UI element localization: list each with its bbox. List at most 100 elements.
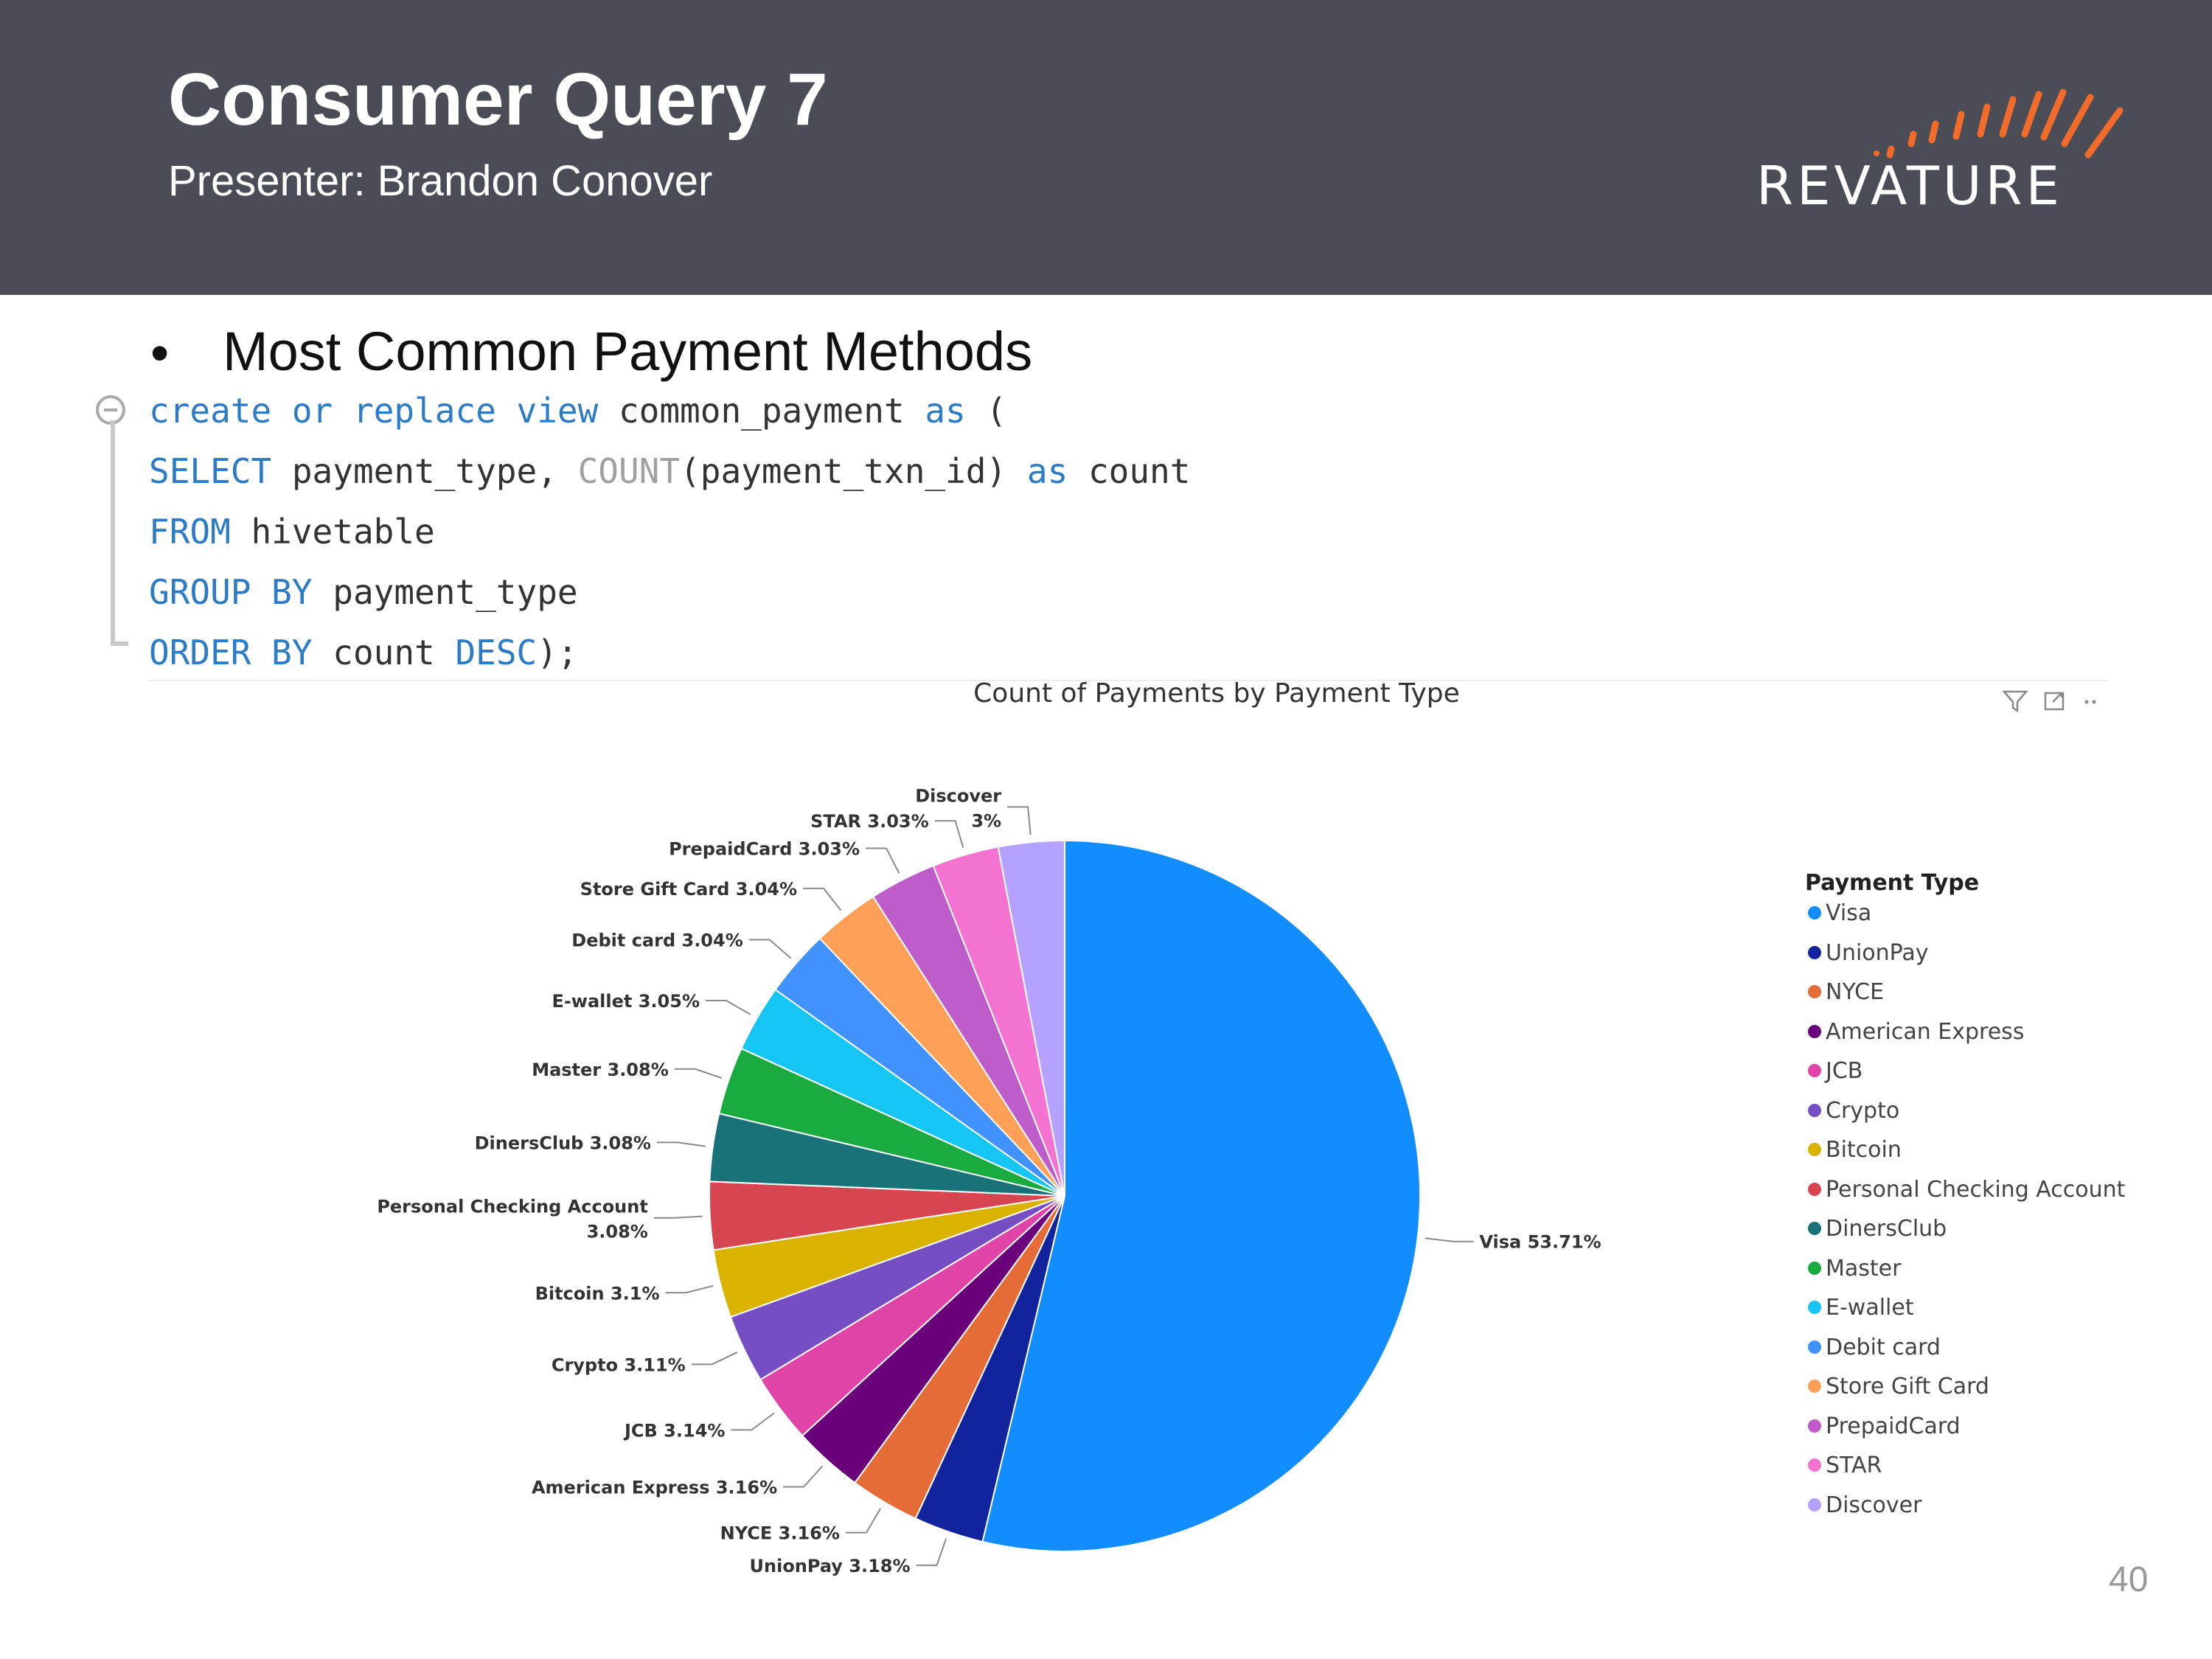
legend-item[interactable]: Crypto	[1805, 1098, 1979, 1138]
leader-line	[656, 1141, 706, 1147]
data-label: NYCE 3.16%	[720, 1523, 840, 1544]
chart-separator	[147, 680, 2109, 681]
data-label: JCB 3.14%	[623, 1420, 725, 1441]
code-identifier: count	[312, 633, 456, 672]
legend-dot-icon	[1808, 1340, 1821, 1354]
legend-dot-icon	[1808, 1064, 1821, 1077]
leader-line	[1007, 806, 1032, 835]
leader-line	[1425, 1237, 1474, 1242]
legend-dot-icon	[1808, 1103, 1821, 1117]
legend-label: JCB	[1826, 1058, 1863, 1084]
data-label: STAR 3.03%	[810, 811, 928, 832]
logo-rays-icon	[1874, 88, 2124, 159]
code-identifier: payment_type	[312, 572, 578, 612]
bullet-heading: Most Common Payment Methods	[223, 321, 1033, 382]
legend-item[interactable]: STAR	[1805, 1453, 1979, 1492]
chart-title: Count of Payments by Payment Type	[973, 678, 1460, 709]
code-identifier: payment_type,	[271, 451, 578, 491]
legend-label: Discover	[1826, 1492, 1922, 1518]
legend-item[interactable]: Bitcoin	[1805, 1137, 1979, 1177]
code-keyword: FROM	[149, 512, 231, 552]
data-label: PrepaidCard 3.03%	[669, 838, 860, 859]
legend-item[interactable]: American Express	[1805, 1019, 2024, 1059]
filter-icon[interactable]	[2002, 690, 2028, 713]
leader-line	[916, 1538, 947, 1566]
code-keyword: GROUP BY	[149, 572, 313, 612]
code-function: COUNT	[577, 451, 681, 491]
code-line-5: ORDER BY count DESC);	[149, 633, 578, 672]
legend-dot-icon	[1808, 1301, 1821, 1314]
code-identifier: hivetable	[230, 512, 435, 552]
data-label: Personal Checking Account 3.08%	[377, 1197, 648, 1242]
legend-item[interactable]: E-wallet	[1805, 1295, 1979, 1335]
legend-items: Visa UnionPay NYCE American Express JCB Crypt…	[1805, 900, 2125, 1532]
logo-text: REVATURE	[1756, 155, 2064, 217]
chart-legend: Payment Type Visa UnionPay NYCE American Ex…	[1805, 870, 2125, 1532]
code-line-4: GROUP BY payment_type	[149, 572, 578, 612]
code-keyword: ORDER BY	[149, 633, 313, 672]
leader-line	[691, 1352, 738, 1366]
code-keyword: create or replace view	[149, 391, 599, 431]
code-fold-gutter-end	[111, 641, 128, 646]
data-label: DinersClub 3.08%	[475, 1133, 651, 1153]
legend-item[interactable]: NYCE	[1805, 979, 1979, 1019]
code-keyword: SELECT	[149, 451, 272, 491]
code-keyword: DESC	[455, 633, 538, 672]
legend-label: PrepaidCard	[1826, 1413, 1961, 1439]
legend-item[interactable]: Discover	[1805, 1492, 1979, 1532]
legend-item[interactable]: Visa	[1805, 900, 1979, 940]
bullet-dot: •	[150, 324, 170, 383]
data-label: Visa 53.71%	[1479, 1232, 1601, 1253]
legend-label: Personal Checking Account	[1826, 1176, 2126, 1203]
data-label: Discover 3%	[915, 785, 1001, 831]
legend-item[interactable]: UnionPay	[1805, 940, 1979, 980]
data-label: Bitcoin 3.1%	[535, 1283, 660, 1304]
data-label: Crypto 3.11%	[552, 1354, 686, 1375]
code-keyword: as	[925, 391, 966, 431]
code-line-1: create or replace view common_payment as…	[149, 391, 1006, 431]
leader-line	[803, 887, 842, 911]
legend-label: American Express	[1826, 1018, 2025, 1045]
data-label: American Express 3.16%	[532, 1478, 777, 1498]
legend-label: Bitcoin	[1826, 1137, 1902, 1163]
legend-label: NYCE	[1826, 979, 1885, 1005]
legend-item[interactable]: JCB	[1805, 1058, 1979, 1098]
leader-line	[748, 939, 792, 959]
legend-dot-icon	[1808, 1380, 1821, 1393]
code-identifier: (payment_txn_id)	[680, 451, 1027, 491]
code-line-3: FROM hivetable	[149, 512, 435, 552]
leader-line	[731, 1412, 775, 1431]
leader-line	[706, 1000, 751, 1015]
legend-label: UnionPay	[1826, 939, 1929, 966]
code-line-2: SELECT payment_type, COUNT(payment_txn_i…	[149, 451, 1190, 491]
slide-title: Consumer Query 7	[168, 58, 828, 141]
leader-line	[845, 1508, 882, 1534]
legend-label: DinersClub	[1826, 1216, 1947, 1242]
legend-label: Crypto	[1826, 1097, 1900, 1124]
legend-item[interactable]: Personal Checking Account	[1805, 1177, 2125, 1217]
code-fold-gutter	[111, 420, 115, 645]
visual-header-icons	[2002, 690, 2096, 713]
leader-line	[653, 1215, 703, 1219]
focus-mode-icon[interactable]	[2044, 692, 2065, 711]
data-label: Debit card 3.04%	[571, 931, 743, 951]
more-options-icon[interactable]	[2084, 700, 2096, 704]
legend-dot-icon	[1808, 1222, 1821, 1235]
legend-label: Master	[1826, 1255, 1902, 1281]
legend-item[interactable]: Master	[1805, 1256, 1979, 1295]
legend-item[interactable]: Store Gift Card	[1805, 1374, 1989, 1413]
pie-slice-visa[interactable]	[981, 839, 1421, 1552]
data-label: Master 3.08%	[532, 1060, 669, 1080]
legend-dot-icon	[1808, 906, 1821, 919]
code-punctuation: (	[965, 391, 1007, 431]
legend-dot-icon	[1808, 1261, 1821, 1275]
legend-item[interactable]: DinersClub	[1805, 1216, 1979, 1256]
leader-line	[783, 1465, 824, 1488]
page-number: 40	[2109, 1560, 2149, 1599]
legend-item[interactable]: PrepaidCard	[1805, 1413, 1979, 1453]
legend-dot-icon	[1808, 985, 1821, 998]
pie-slice-discover[interactable]	[997, 839, 1065, 1197]
legend-item[interactable]: Debit card	[1805, 1335, 1979, 1374]
leader-line	[934, 820, 964, 848]
